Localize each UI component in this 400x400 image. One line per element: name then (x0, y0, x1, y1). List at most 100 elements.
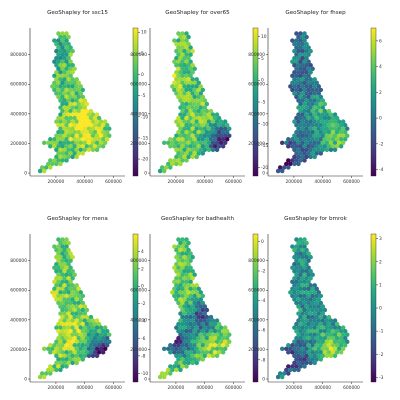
hex-cell (292, 269, 297, 274)
hex-cell (78, 353, 84, 359)
hex-cell (82, 126, 88, 131)
hex-cell (196, 130, 201, 135)
hex-cell (310, 130, 315, 135)
hex-cell (304, 98, 309, 103)
hex-cell (56, 158, 61, 163)
hex-cell (308, 154, 313, 160)
hex-cell (308, 276, 313, 281)
hex-cell (180, 286, 185, 292)
hex-cell (312, 353, 317, 359)
hex-cell (227, 133, 232, 138)
hex-cell (300, 63, 305, 68)
hex-cell (56, 350, 61, 355)
chart-title: GeoShapley for badhealth (161, 216, 235, 222)
hex-cell (308, 48, 313, 54)
hex-cell (279, 346, 285, 352)
hex-cell (186, 34, 191, 40)
hex-cell (298, 87, 303, 93)
hex-cell (90, 119, 96, 124)
hex-cell (194, 91, 199, 96)
hex-cell (300, 261, 305, 267)
hex-cell (306, 108, 311, 114)
hex-cell (198, 126, 204, 131)
hex-cell (308, 304, 313, 309)
x-tick-label: 400000 (196, 385, 213, 391)
hex-cell (204, 101, 210, 107)
hex-cell (184, 321, 189, 327)
colorbar-tick-label: 2 (141, 266, 144, 272)
hex-cell (200, 108, 206, 114)
hex-cell (188, 272, 193, 277)
hex-cell (302, 108, 307, 114)
hex-cell (182, 147, 187, 153)
hex-cell (294, 59, 299, 64)
hex-cell (338, 350, 344, 355)
hex-cell (46, 346, 51, 352)
hex-cell (302, 293, 307, 299)
hex-cell (54, 77, 59, 82)
hex-cell (314, 122, 319, 128)
hex-cell (336, 140, 342, 146)
hex-cell (192, 350, 197, 355)
hex-cell (330, 343, 336, 348)
hex-cell (198, 290, 204, 295)
hex-cell (64, 31, 69, 36)
hex-cell (41, 168, 47, 174)
hex-cell (302, 364, 307, 369)
hex-cell (320, 318, 326, 323)
hex-cell (88, 144, 94, 149)
hex-cell (66, 346, 71, 352)
hex-cell (72, 80, 77, 86)
hex-cell (210, 133, 216, 138)
hex-cell (94, 346, 100, 352)
hex-cell (176, 73, 181, 79)
hex-cell (300, 276, 305, 281)
hex-cell (190, 346, 195, 352)
hex-cell (62, 84, 67, 89)
hex-cell (66, 254, 71, 260)
hex-cell (196, 151, 201, 156)
hex-cell (310, 101, 315, 107)
colorbar-tick-label: 1 (379, 282, 382, 288)
hex-cell (306, 144, 311, 149)
hex-cell (180, 87, 185, 93)
hex-cell (56, 300, 61, 306)
hex-cell (90, 318, 96, 323)
hex-cell (200, 357, 206, 362)
hex-cell (180, 321, 185, 327)
hex-cell (94, 119, 100, 124)
hex-cell (222, 339, 228, 344)
hex-cell (62, 283, 67, 288)
hex-cell (176, 38, 181, 43)
hex-cell (286, 165, 291, 170)
hex-cell (66, 283, 71, 288)
hex-cell (220, 144, 226, 149)
hex-cell (64, 130, 69, 135)
hex-cell (60, 122, 65, 128)
hex-cell (324, 147, 330, 153)
hex-cell (292, 91, 297, 96)
hex-cell (60, 38, 65, 43)
hex-cell (342, 122, 348, 128)
hex-cell (52, 73, 57, 79)
hex-cell (308, 112, 313, 117)
hex-cell (312, 311, 317, 316)
hex-cell (186, 360, 191, 366)
hex-cell (182, 325, 187, 330)
hex-cell (334, 137, 340, 142)
hex-cell (76, 101, 81, 107)
hex-cell (70, 48, 75, 54)
hex-cell (308, 332, 313, 337)
hex-cell (290, 279, 295, 285)
hex-cell (88, 350, 94, 355)
hex-cell (178, 325, 183, 330)
hex-cell (62, 269, 67, 274)
hex-cell (194, 112, 199, 117)
hex-cell (56, 38, 61, 43)
colorbar-tick-label: 3 (379, 236, 382, 242)
colorbar-tick-label: -10 (141, 371, 148, 377)
hex-cell (168, 137, 173, 142)
hex-cell (174, 161, 179, 167)
hex-cell (107, 126, 112, 131)
hex-cell (310, 122, 315, 128)
